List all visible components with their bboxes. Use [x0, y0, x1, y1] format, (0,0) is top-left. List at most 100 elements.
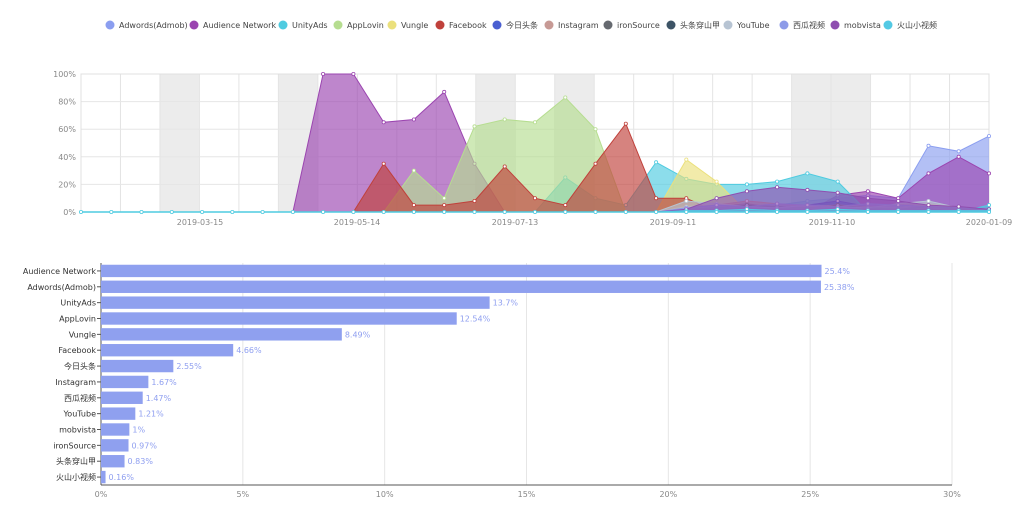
legend-item[interactable]: Facebook — [435, 20, 487, 31]
data-point — [865, 189, 870, 194]
x-tick-label: 5% — [236, 490, 249, 499]
data-point — [411, 117, 416, 122]
legend-item[interactable]: 西瓜视频 — [779, 20, 826, 30]
legend-item[interactable]: Adwords(Admob) — [105, 20, 188, 31]
legend-item[interactable]: Vungle — [387, 20, 429, 31]
bar-row[interactable]: 西瓜视频 1.47% — [64, 391, 172, 404]
bar[interactable] — [101, 312, 457, 325]
legend-swatch — [435, 20, 445, 30]
data-point — [563, 95, 568, 100]
legend-swatch — [666, 20, 676, 30]
legend-item[interactable]: Instagram — [544, 20, 599, 31]
bar[interactable] — [101, 375, 149, 389]
bar-value-label: 1.21% — [138, 410, 164, 419]
bar[interactable] — [101, 455, 125, 468]
data-point — [442, 196, 447, 201]
data-point — [472, 124, 477, 129]
bar[interactable] — [101, 407, 136, 420]
legend-item[interactable]: 火山小视频 — [883, 20, 938, 30]
data-point — [714, 196, 719, 201]
bar-row[interactable]: mobvista 1% — [59, 423, 145, 436]
data-point — [896, 198, 901, 203]
bar[interactable] — [101, 423, 130, 436]
bar-value-label: 25.4% — [825, 267, 851, 276]
bar[interactable] — [101, 328, 342, 341]
data-point — [744, 182, 749, 187]
data-point — [926, 203, 931, 208]
bar[interactable] — [101, 280, 821, 293]
bar-row[interactable]: 头条穿山甲 0.83% — [56, 455, 153, 468]
x-tick-label: 2019-11-10 — [809, 218, 856, 227]
y-tick-label: 100% — [53, 70, 76, 79]
bar[interactable] — [101, 359, 174, 373]
x-tick-label: 0% — [95, 490, 108, 499]
legend-label: ironSource — [617, 21, 660, 30]
legend[interactable]: Adwords(Admob) Audience Network UnityAds Ap… — [105, 20, 938, 31]
area-chart: 0% 20% 40% 60% 80% 100% 2019-03-15 2019-05-14 20… — [53, 70, 1012, 227]
y-tick-label: 0% — [63, 208, 76, 217]
data-point — [411, 203, 416, 208]
data-point — [956, 204, 961, 209]
bar-row[interactable]: 今日头条 2.55% — [64, 359, 202, 373]
data-point — [654, 196, 659, 201]
legend-item[interactable]: AppLovin — [333, 20, 384, 31]
legend-label: UnityAds — [292, 21, 328, 30]
category-label: 西瓜视频 — [64, 393, 96, 403]
bar-row[interactable]: Adwords(Admob) 25.38% — [27, 280, 855, 293]
bar[interactable] — [101, 264, 822, 278]
legend-item[interactable]: ironSource — [603, 20, 660, 31]
data-point — [987, 203, 992, 208]
background-band — [159, 74, 200, 212]
data-point — [593, 127, 598, 132]
x-tick-label: 25% — [801, 490, 819, 499]
legend-swatch — [387, 20, 397, 30]
baseline-point — [351, 209, 356, 214]
data-point — [381, 161, 386, 166]
bar-row[interactable]: UnityAds 13.7% — [60, 296, 518, 309]
bar-row[interactable]: Facebook 4.66% — [58, 344, 262, 357]
bar-row[interactable]: Audience Network 25.4% — [23, 264, 851, 278]
data-point — [442, 89, 447, 94]
x-tick-label: 2019-09-11 — [650, 218, 697, 227]
data-point — [865, 196, 870, 201]
bar-row[interactable]: ironSource 0.97% — [53, 439, 157, 452]
bar[interactable] — [101, 470, 106, 484]
bar[interactable] — [101, 296, 490, 309]
baseline-point — [230, 209, 235, 214]
legend-item[interactable]: YouTube — [723, 20, 770, 31]
legend-item[interactable]: 今日头条 — [492, 20, 539, 30]
baseline-point — [684, 209, 689, 214]
bar-value-label: 2.55% — [176, 362, 202, 371]
data-point — [775, 185, 780, 190]
data-point — [321, 72, 326, 77]
x-tick-label: 15% — [518, 490, 536, 499]
data-point — [623, 121, 628, 126]
bar-row[interactable]: AppLovin 12.54% — [59, 312, 491, 325]
legend-item[interactable]: 头条穿山甲 — [666, 20, 721, 30]
baseline-point — [896, 209, 901, 214]
legend-item[interactable]: Audience Network — [189, 20, 277, 31]
bar-row[interactable]: 火山小视频 0.16% — [56, 470, 134, 484]
legend-item[interactable]: mobvista — [830, 20, 882, 31]
category-label: Facebook — [58, 346, 96, 355]
legend-item[interactable]: UnityAds — [278, 20, 328, 31]
bar[interactable] — [101, 439, 129, 452]
bar-row[interactable]: YouTube 1.21% — [62, 407, 164, 420]
category-label: Adwords(Admob) — [27, 283, 96, 292]
bar-row[interactable]: Instagram 1.67% — [55, 375, 177, 389]
baseline-point — [411, 209, 416, 214]
baseline-point — [563, 209, 568, 214]
data-point — [502, 164, 507, 169]
data-point — [684, 157, 689, 162]
bar[interactable] — [101, 344, 234, 357]
bar[interactable] — [101, 391, 143, 404]
y-tick-label: 40% — [58, 153, 76, 162]
data-point — [835, 190, 840, 195]
legend-swatch — [105, 20, 115, 30]
baseline-point — [865, 209, 870, 214]
x-tick-label: 2019-05-14 — [334, 218, 381, 227]
area-fill — [81, 74, 989, 212]
bar-row[interactable]: Vungle 8.49% — [69, 328, 371, 341]
category-label: UnityAds — [60, 299, 96, 308]
legend-label: Vungle — [401, 21, 428, 30]
